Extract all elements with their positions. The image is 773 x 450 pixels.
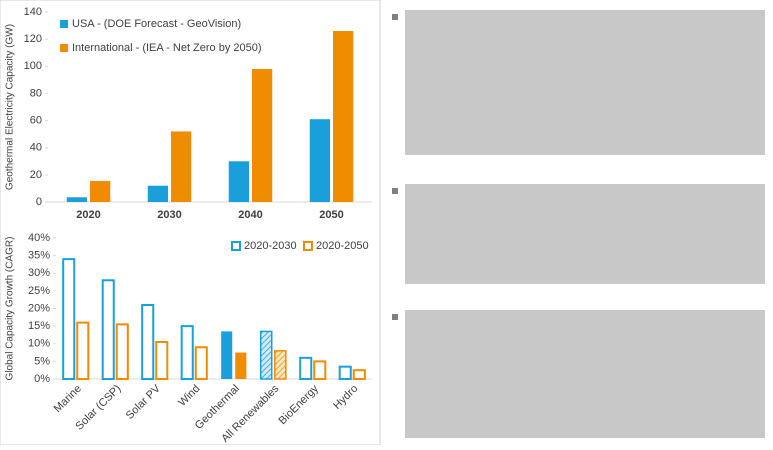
bar [101,279,115,380]
legend-swatch [231,241,241,251]
bar [299,356,313,381]
legend-swatch [60,44,68,52]
y-tick-label: 5% [34,355,50,367]
bar [194,346,208,380]
y-axis-label: Geothermal Electricity Capacity (GW) [5,24,16,190]
bar [274,350,287,380]
legend-label: 2020-2030 [244,240,297,252]
legend-swatch [303,241,313,251]
bar [228,161,249,202]
y-tick-label: 140 [24,6,42,18]
y-axis-label: Global Capacity Growth (CAGR) [5,237,16,381]
bar [155,340,169,380]
bar [235,352,247,379]
bar [313,360,327,380]
x-tick-label: 2050 [319,209,343,221]
bar [333,31,354,202]
bar [352,369,366,380]
bar [309,119,330,202]
y-tick-label: 100 [24,60,42,72]
bar [90,180,111,202]
bar [76,321,90,381]
y-tick-label: 0 [36,196,42,208]
y-tick-label: 10% [28,338,50,350]
legend-label: USA - (DOE Forecast - GeoVision) [72,18,241,30]
bar [338,365,352,381]
y-tick-label: 20% [28,302,50,314]
y-tick-label: 60 [30,114,42,126]
legend-swatch [60,20,68,28]
bar [252,69,273,202]
y-tick-label: 40 [30,142,42,154]
y-tick-label: 120 [24,33,42,45]
y-tick-label: 80 [30,87,42,99]
y-tick-label: 15% [28,320,50,332]
legend-label: International - (IEA - Net Zero by 2050) [72,42,262,54]
y-tick-label: 30% [28,267,50,279]
y-tick-label: 35% [28,250,50,262]
legend-label: 2020-2050 [316,240,369,252]
bar [221,331,233,379]
bar [259,330,273,380]
y-tick-label: 0% [34,373,50,385]
bar [115,323,129,380]
y-tick-label: 25% [28,285,50,297]
text-panel [392,10,765,438]
bar [141,303,155,381]
bar [171,131,192,202]
x-tick-label: 2020 [76,209,100,221]
x-tick-label: 2040 [238,209,262,221]
bar [180,325,194,380]
y-tick-label: 40% [28,232,50,244]
x-tick-label: 2030 [157,209,181,221]
bar [62,258,76,380]
bar [66,197,87,202]
bar [147,185,168,202]
y-tick-label: 20 [30,169,42,181]
